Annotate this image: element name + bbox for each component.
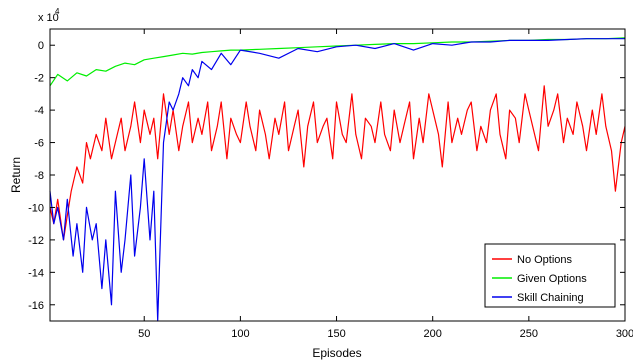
x-tick-label: 300 (616, 328, 633, 340)
legend-label-no-options: No Options (517, 254, 573, 266)
tick-labels: 50 100 150 200 250 300 0 -2 -4 -6 -8 -10 -12 -14 -16 (28, 29, 633, 340)
x-tick-label: 100 (231, 328, 249, 340)
x-tick-label: 50 (138, 328, 150, 340)
legend: No Options Given Options Skill Chaining (484, 243, 616, 308)
x-tick-label: 250 (520, 328, 538, 340)
y-tick-label: -12 (28, 235, 44, 247)
y-scale-exponent: 4 (55, 7, 60, 16)
y-axis-title: Return (9, 157, 23, 193)
series-line-no-options (49, 85, 626, 241)
y-tick-label: -6 (34, 138, 44, 150)
y-tick-label: -10 (28, 202, 44, 214)
y-tick-label: 0 (38, 40, 44, 52)
y-tick-label: -8 (34, 170, 44, 182)
y-scale-multiplier: x 10 (38, 12, 59, 24)
x-axis-title: Episodes (312, 346, 361, 360)
series-line-skill-chaining (49, 38, 625, 322)
legend-label-skill-chaining: Skill Chaining (517, 292, 584, 304)
y-tick-label: -2 (34, 73, 44, 85)
x-tick-label: 200 (424, 328, 442, 340)
y-tick-label: -16 (28, 300, 44, 312)
series-group (49, 37, 626, 322)
y-tick-label: -14 (28, 267, 44, 279)
legend-label-given-options: Given Options (517, 273, 587, 285)
x-tick-label: 150 (327, 328, 345, 340)
y-tick-label: -4 (34, 105, 44, 117)
